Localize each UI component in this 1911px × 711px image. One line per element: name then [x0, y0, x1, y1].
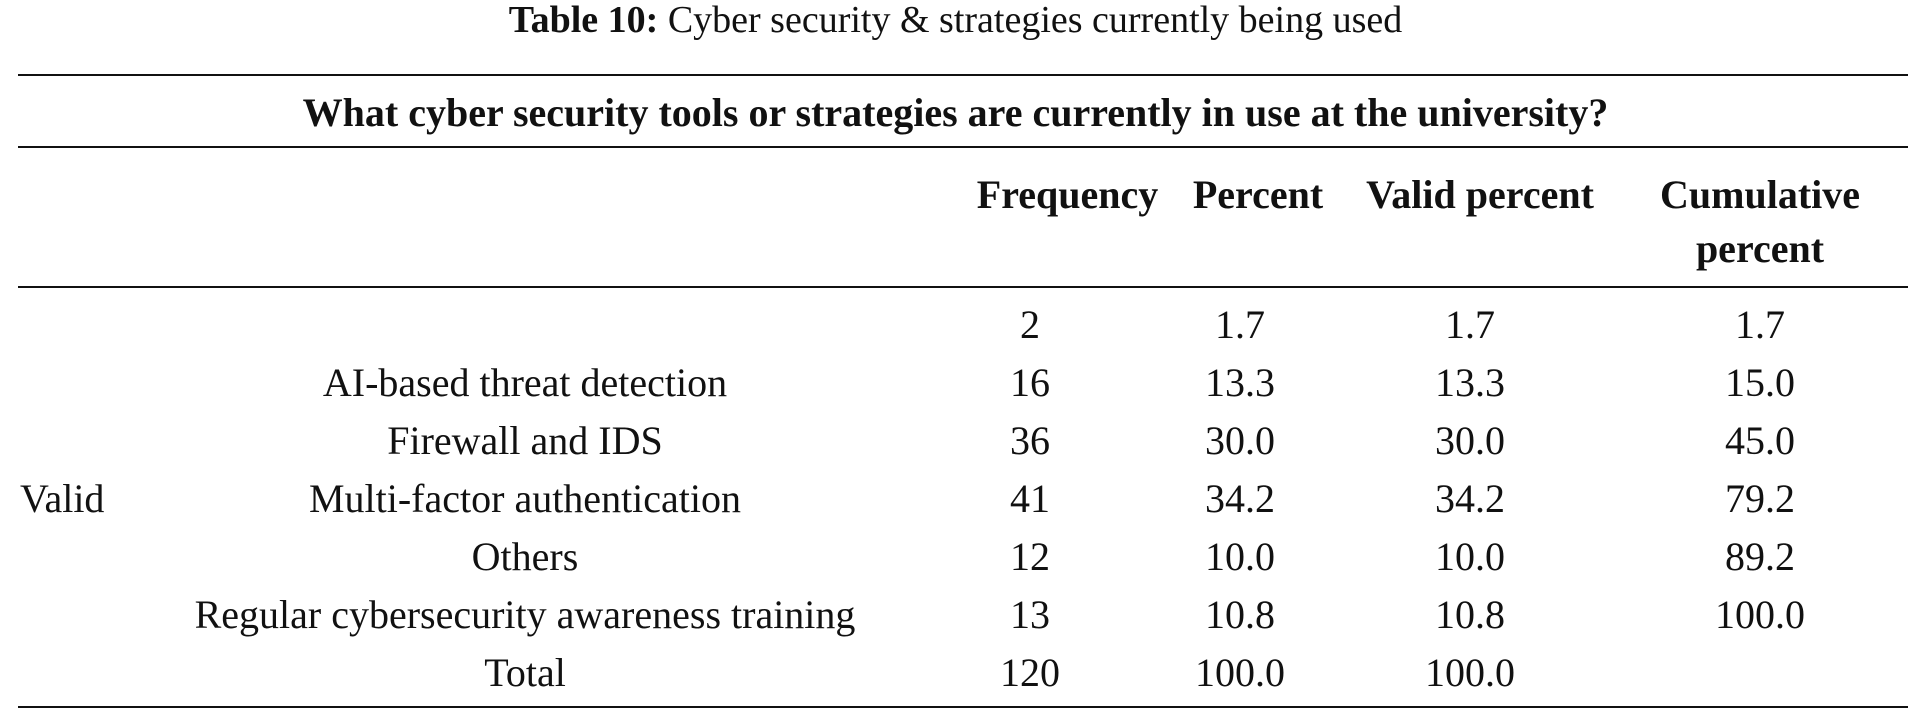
- row-label: Multi-factor authentication: [308, 476, 742, 521]
- cell-frequency: 41: [1010, 476, 1050, 521]
- cell-frequency: 2: [1020, 302, 1040, 347]
- table-caption: Table 10: Cyber security & strategies cu…: [0, 0, 1911, 44]
- row-label: Firewall and IDS: [387, 418, 663, 463]
- cell-cumulative-percent: 100.0: [1715, 592, 1805, 637]
- column-header-valid-percent: Valid percent: [1366, 172, 1594, 217]
- cell-frequency: 13: [1010, 592, 1050, 637]
- row-label: Others: [471, 534, 579, 579]
- row-label: Regular cybersecurity awareness training: [194, 592, 856, 637]
- cell-valid-percent: 1.7: [1445, 302, 1495, 347]
- table-title: Cyber security & strategies currently be…: [667, 0, 1403, 41]
- cell-cumulative-percent: 15.0: [1725, 360, 1795, 405]
- cell-cumulative-percent: 1.7: [1735, 302, 1785, 347]
- cell-percent-total: 100.0: [1195, 650, 1285, 695]
- column-header-percent: Percent: [1192, 172, 1324, 217]
- cell-cumulative-percent: 45.0: [1725, 418, 1795, 463]
- column-header-cumulative-percent: Cumulative percent: [1630, 168, 1890, 276]
- cell-frequency: 16: [1010, 360, 1050, 405]
- cell-valid-percent: 10.8: [1435, 592, 1505, 637]
- cell-percent: 30.0: [1205, 418, 1275, 463]
- question-rule: [18, 146, 1908, 148]
- cell-percent: 1.7: [1215, 302, 1265, 347]
- cell-valid-percent: 10.0: [1435, 534, 1505, 579]
- header-rule: [18, 286, 1908, 288]
- column-header-cumulative-line1: Cumulative: [1660, 172, 1860, 217]
- cell-percent: 13.3: [1205, 360, 1275, 405]
- stub-label-valid: Valid: [20, 476, 105, 521]
- cell-percent: 10.8: [1205, 592, 1275, 637]
- cell-valid-percent: 30.0: [1435, 418, 1505, 463]
- survey-question: What cyber security tools or strategies …: [302, 90, 1609, 135]
- column-header-frequency: Frequency: [976, 172, 1159, 217]
- row-label-total: Total: [484, 650, 566, 695]
- cell-valid-percent: 13.3: [1435, 360, 1505, 405]
- bottom-rule: [18, 706, 1908, 708]
- row-label: AI-based threat detection: [322, 360, 728, 405]
- cell-cumulative-percent: 79.2: [1725, 476, 1795, 521]
- cell-percent: 10.0: [1205, 534, 1275, 579]
- cell-frequency-total: 120: [1000, 650, 1060, 695]
- cell-valid-percent-total: 100.0: [1425, 650, 1515, 695]
- cell-frequency: 12: [1010, 534, 1050, 579]
- cell-percent: 34.2: [1205, 476, 1275, 521]
- cell-valid-percent: 34.2: [1435, 476, 1505, 521]
- column-header-cumulative-line2: percent: [1695, 226, 1825, 271]
- cell-cumulative-percent: 89.2: [1725, 534, 1795, 579]
- table-number: Table 10:: [508, 0, 659, 41]
- top-rule: [18, 74, 1908, 76]
- cell-frequency: 36: [1010, 418, 1050, 463]
